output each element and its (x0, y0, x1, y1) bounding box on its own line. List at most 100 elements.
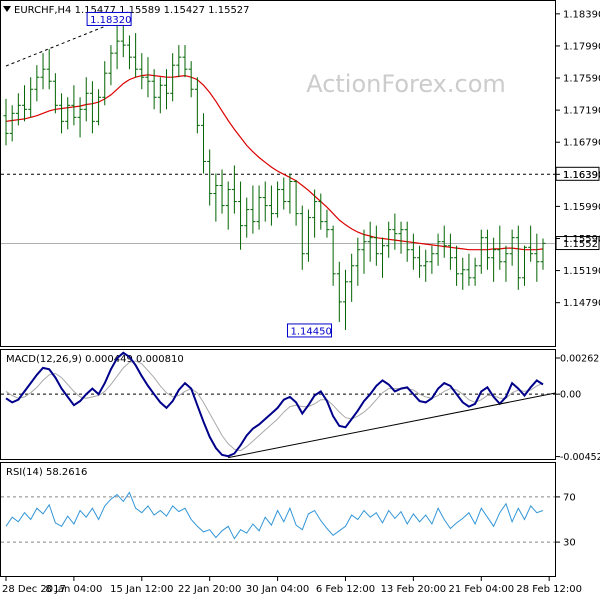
price-tick-label: 1.16390 (563, 170, 600, 181)
ohlc-bar (256, 185, 262, 230)
ohlc-bar (9, 105, 15, 142)
ohlc-bar (120, 25, 126, 58)
ohlc-bar (46, 49, 52, 90)
price-tick-label: 1.17990 (563, 41, 600, 52)
ohlc-bar (330, 225, 336, 286)
price-header-text: EURCHF,H4 1.15477 1.15589 1.15427 1.1552… (14, 5, 250, 16)
ohlc-bar (324, 209, 330, 238)
ohlc-bar (275, 181, 281, 218)
ohlc-bar (244, 197, 250, 238)
ohlc-bar (386, 221, 392, 258)
price-axis: 1.18390 1.17990 1.17590 1.17190 1.16790 1.163… (555, 9, 600, 309)
ohlc-bar (349, 253, 355, 302)
x-tick-label: 6 Feb 12:00 (316, 584, 375, 595)
ohlc-bar (367, 221, 373, 262)
price-tick-label: 1.17590 (563, 74, 600, 85)
ohlc-bar (454, 245, 460, 286)
macd-header-text: MACD(12,26,9) 0.000449 0.000810 (6, 354, 184, 365)
rsi-header-text: RSI(14) 58.2616 (6, 467, 87, 478)
ohlc-bar (126, 35, 132, 70)
ohlc-bar (250, 185, 256, 234)
ohlc-bar (373, 225, 379, 266)
price-header: EURCHF,H4 1.15477 1.15589 1.15427 1.1552… (3, 5, 250, 16)
ohlc-bar (441, 225, 447, 258)
ohlc-bar (22, 85, 28, 122)
ohlc-bar (176, 45, 182, 78)
ohlc-bar (102, 61, 108, 106)
ohlc-bar (540, 238, 546, 270)
ohlc-bar (40, 53, 46, 90)
price-tick-label: 1.16790 (563, 138, 600, 149)
ohlc-bar (28, 77, 34, 118)
ohlc-bar (108, 45, 114, 86)
ohlc-bar (225, 181, 231, 230)
rsi-layer (1, 491, 555, 543)
ohlc-bar (157, 77, 163, 114)
ohlc-bar (515, 225, 521, 290)
ohlc-bar (281, 177, 287, 210)
x-tick-label: 21 Feb 04:00 (448, 584, 514, 595)
ohlc-bar (417, 245, 423, 278)
ohlc-bar (491, 237, 497, 282)
rsi-tick-label: 30 (563, 538, 576, 549)
macd-tick-label: 0.00262 (560, 354, 599, 365)
ohlc-bar (466, 253, 472, 286)
macd-tick-label: -0.004526 (560, 452, 600, 463)
ohlc-bar (299, 205, 305, 270)
ohlc-bar (404, 221, 410, 262)
macd-layer (1, 351, 557, 459)
rsi-panel-frame (0, 462, 556, 577)
ohlc-bar (342, 269, 348, 330)
x-tick-label: 22 Jan 20:00 (178, 584, 241, 595)
ohlc-bar (528, 225, 534, 262)
watermark: ActionForex.com (306, 70, 506, 98)
x-tick-label: 30 Jan 04:00 (246, 584, 309, 595)
macd-trendline (228, 392, 557, 459)
ohlc-bar (52, 73, 58, 114)
ohlc-bar (318, 193, 324, 230)
macd-line (5, 351, 544, 458)
macd-signal-line (5, 360, 544, 452)
ohlc-bar (336, 261, 342, 322)
ohlc-bar (503, 245, 509, 282)
ohlc-bar (423, 249, 429, 282)
ohlc-bar (71, 85, 77, 126)
ohlc-bar (478, 229, 484, 274)
ohlc-bar (447, 233, 453, 270)
ohlc-bar (213, 173, 219, 222)
ohlc-bar (460, 257, 466, 290)
price-tick-label: 1.15190 (563, 266, 600, 277)
ohlc-bar (392, 213, 398, 250)
ohlc-bar (361, 229, 367, 274)
high-label-box (86, 11, 132, 26)
ohlc-bar (534, 233, 540, 282)
x-tick-label: 28 Feb 12:00 (516, 584, 582, 595)
ohlc-bar (305, 209, 311, 262)
ohlc-bar (398, 221, 404, 254)
x-tick-label: 28 Dec 2017 (2, 584, 66, 595)
current-price-label: 1.15527 (563, 239, 600, 250)
ohlc-bar (201, 113, 207, 174)
moving-average-layer (5, 74, 544, 251)
price-tick-label: 1.18390 (563, 9, 600, 20)
ohlc-bar (410, 233, 416, 270)
macd-panel-frame (0, 349, 556, 460)
ohlc-bar (188, 61, 194, 98)
macd-tick-label: 0.00 (560, 390, 581, 401)
ohlc-bar (170, 53, 176, 102)
rsi-tick-label: 70 (563, 492, 576, 503)
ohlc-bar (151, 69, 157, 110)
ohlc-bar (89, 81, 95, 134)
low-label: 1.14450 (290, 326, 331, 337)
ohlc-bar (497, 225, 503, 270)
ohlc-bar (355, 237, 361, 286)
dashed-trendline (5, 24, 108, 67)
macd-axis: 0.00262 0.00 -0.004526 (555, 354, 600, 463)
price-tick-label: 1.17190 (563, 106, 600, 117)
ohlc-bar (231, 165, 237, 214)
ohlc-bar (293, 179, 299, 226)
ohlc-bar (238, 181, 244, 250)
